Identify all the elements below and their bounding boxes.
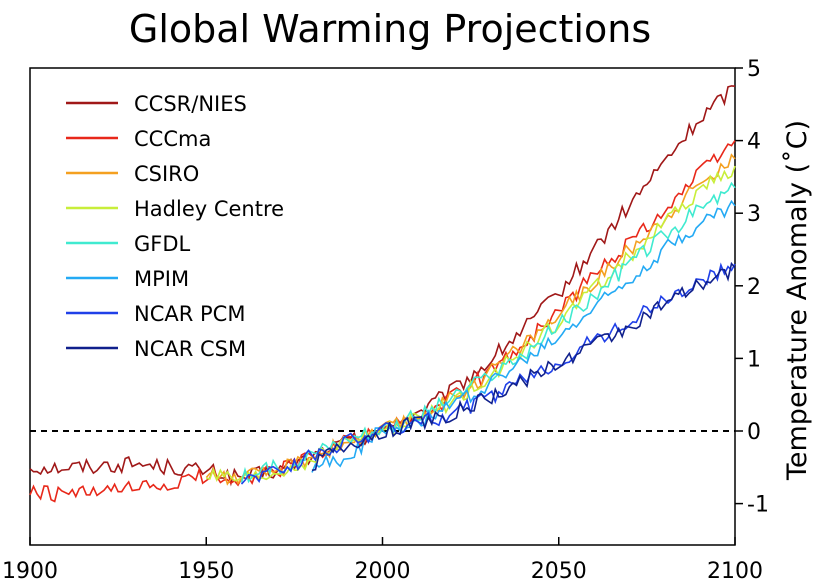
legend-item: NCAR CSM (134, 337, 246, 361)
x-tick-label: 2100 (707, 559, 763, 584)
x-tick-label: 1950 (178, 559, 234, 584)
series-line (240, 181, 736, 484)
y-axis-label: Temperature Anomaly (˚C) (782, 120, 813, 481)
y-tick-label: 0 (747, 420, 761, 445)
series-line (311, 199, 736, 473)
x-tick-label: 2000 (355, 559, 411, 584)
y-tick-label: 2 (747, 275, 761, 300)
series-line (205, 153, 736, 486)
legend-item: CCCma (134, 127, 211, 151)
x-tick-label: 1900 (2, 559, 58, 584)
series-line (29, 85, 736, 487)
x-axis: 1900 1950 2000 2050 2100 (2, 537, 763, 584)
series-line (311, 261, 736, 472)
series-line (206, 165, 736, 483)
legend-item: CSIRO (134, 162, 199, 186)
y-tick-label: -1 (747, 493, 769, 518)
y-tick-label: 5 (747, 57, 761, 82)
y-tick-label: 1 (747, 347, 761, 372)
legend: CCSR/NIES CCCma CSIRO Hadley Centre GFDL MPIM… (66, 92, 284, 361)
series-lines (29, 85, 736, 503)
chart-title: Global Warming Projections (129, 7, 651, 51)
y-axis: -1 0 1 2 3 4 5 (735, 57, 769, 518)
legend-item: MPIM (134, 267, 189, 291)
y-tick-label: 3 (747, 202, 761, 227)
x-tick-label: 2050 (531, 559, 587, 584)
y-tick-label: 4 (747, 130, 761, 155)
legend-item: GFDL (134, 232, 191, 256)
legend-item: CCSR/NIES (134, 92, 247, 116)
legend-item: NCAR PCM (134, 302, 245, 326)
legend-item: Hadley Centre (134, 197, 284, 221)
